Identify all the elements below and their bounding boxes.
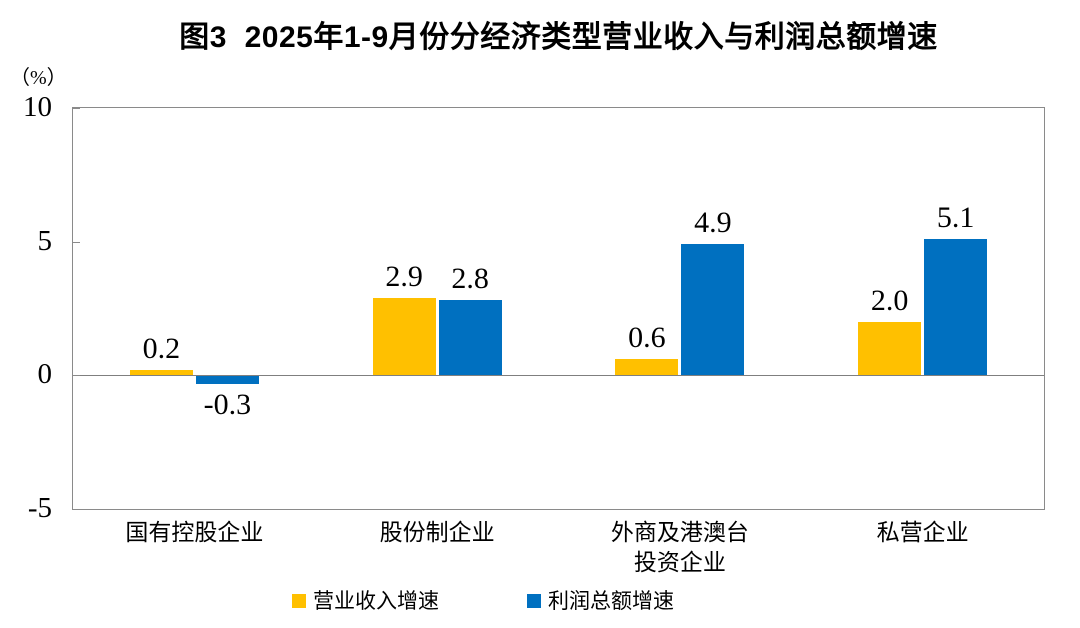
legend-label: 利润总额增速 bbox=[548, 589, 674, 613]
y-tick-label: -5 bbox=[27, 492, 52, 524]
bar-profit-growth-0 bbox=[195, 376, 259, 385]
legend: 营业收入增速 利润总额增速 bbox=[0, 586, 966, 616]
bar-profit-growth-2 bbox=[681, 244, 745, 376]
bar-revenue-growth-3 bbox=[858, 321, 922, 376]
y-tick-label: 10 bbox=[23, 91, 52, 123]
bar-value-label: 0.6 bbox=[628, 321, 666, 355]
y-tick-label: 5 bbox=[37, 224, 53, 257]
bar-profit-growth-1 bbox=[438, 300, 502, 376]
bar-value-label: 0.2 bbox=[142, 331, 181, 365]
bar-value-label: 2.8 bbox=[451, 262, 489, 296]
bar-value-label: 4.9 bbox=[694, 206, 732, 240]
bar-value-label: -0.3 bbox=[203, 388, 252, 422]
bar-revenue-growth-0 bbox=[129, 369, 193, 376]
y-tick-mark bbox=[73, 375, 80, 377]
y-tick-mark bbox=[73, 108, 80, 109]
legend-swatch-profit-growth bbox=[527, 594, 541, 608]
y-tick-label: 0 bbox=[37, 358, 53, 391]
legend-label: 营业收入增速 bbox=[313, 589, 439, 613]
y-tick-mark bbox=[73, 241, 80, 243]
legend-item: 营业收入增速 bbox=[292, 589, 439, 613]
x-category-label: 股份制企业 bbox=[379, 520, 495, 545]
x-category-label: 国有控股企业 bbox=[125, 520, 264, 545]
bar-value-label: 5.1 bbox=[936, 200, 975, 234]
legend-item: 利润总额增速 bbox=[527, 589, 674, 613]
bar-value-label: 2.0 bbox=[870, 283, 909, 317]
legend-swatch-revenue-growth bbox=[292, 594, 306, 608]
bar-value-label: 2.9 bbox=[385, 259, 423, 293]
x-category-label: 私营企业 bbox=[876, 520, 969, 545]
bar-profit-growth-3 bbox=[924, 238, 988, 376]
chart-title: 图3 2025年1-9月份分经济类型营业收入与利润总额增速 bbox=[179, 21, 938, 54]
bar-revenue-growth-1 bbox=[372, 297, 436, 376]
y-axis-unit-label: （%） bbox=[10, 67, 67, 89]
zero-gridline bbox=[73, 375, 1044, 377]
y-tick-mark bbox=[73, 509, 80, 510]
x-category-label: 外商及港澳台 投资企业 bbox=[610, 520, 749, 575]
plot-area: 0.2 2.9 0.6 2.0 -0.3 2.8 4.9 5.1 bbox=[72, 107, 1045, 510]
bar-revenue-growth-2 bbox=[615, 359, 679, 376]
